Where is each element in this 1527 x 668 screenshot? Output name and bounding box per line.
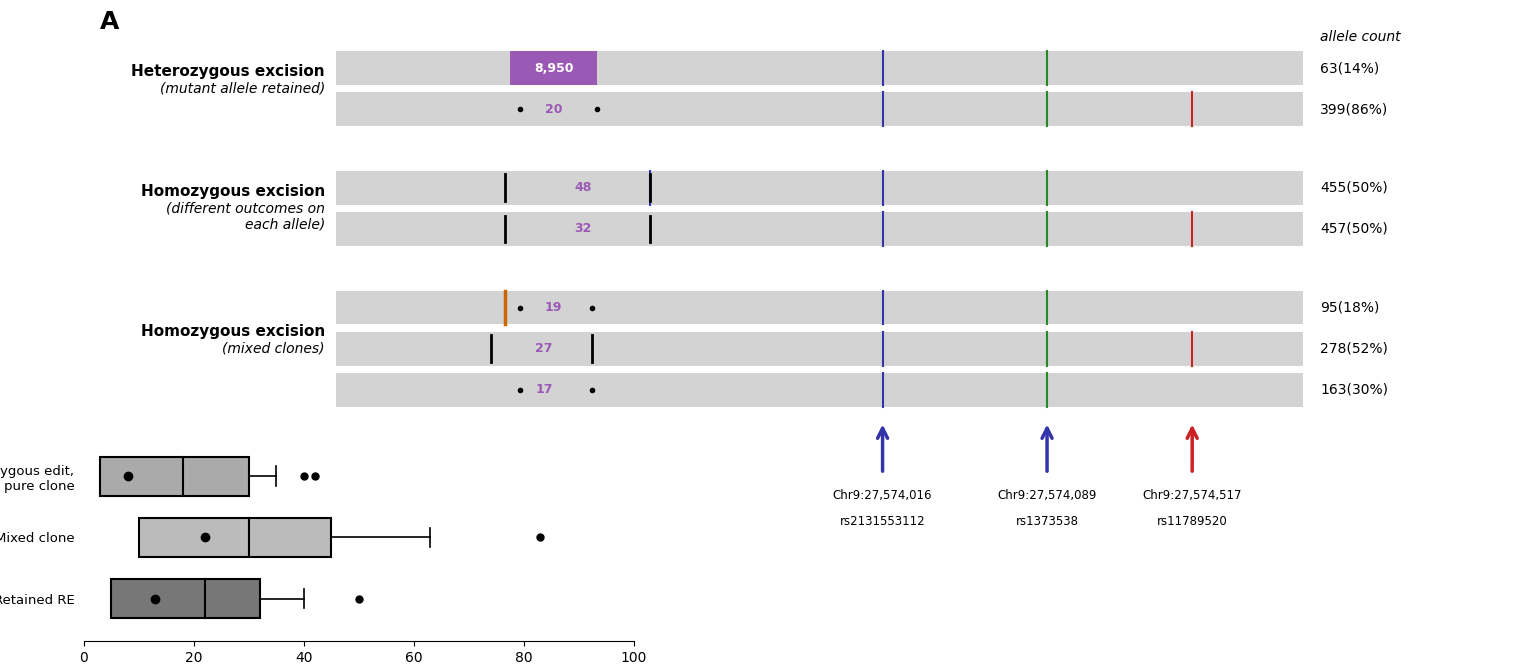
Bar <box>111 578 260 619</box>
Text: Heterozygous excision: Heterozygous excision <box>131 64 325 79</box>
Bar <box>336 332 1304 365</box>
Text: Chr9:27,574,016: Chr9:27,574,016 <box>832 489 933 502</box>
Text: (mixed clones): (mixed clones) <box>223 342 325 356</box>
Text: allele count: allele count <box>1319 30 1400 44</box>
Bar <box>505 291 1304 325</box>
Bar <box>336 92 1304 126</box>
Text: 399(86%): 399(86%) <box>1319 102 1388 116</box>
Text: 17: 17 <box>534 383 553 396</box>
Text: 278(52%): 278(52%) <box>1319 342 1388 355</box>
Bar <box>336 212 1304 246</box>
Text: A: A <box>99 10 119 34</box>
Bar <box>336 373 1304 407</box>
Bar <box>336 171 505 204</box>
Bar <box>139 518 331 557</box>
Text: 163(30%): 163(30%) <box>1319 383 1388 397</box>
Text: Homozygous excision: Homozygous excision <box>140 184 325 199</box>
Text: Homozygous excision: Homozygous excision <box>140 325 325 339</box>
Text: 8,950: 8,950 <box>534 61 573 75</box>
Text: 48: 48 <box>574 181 591 194</box>
Text: 32: 32 <box>574 222 591 236</box>
Text: 20: 20 <box>545 103 562 116</box>
Bar <box>505 171 1304 204</box>
Bar <box>510 51 597 85</box>
Bar <box>336 291 505 325</box>
Text: 19: 19 <box>545 301 562 314</box>
Text: 63(14%): 63(14%) <box>1319 61 1379 75</box>
Text: rs1373538: rs1373538 <box>1015 515 1078 528</box>
Text: rs2131553112: rs2131553112 <box>840 515 925 528</box>
Text: rs11789520: rs11789520 <box>1157 515 1228 528</box>
Text: (different outcomes on
each allele): (different outcomes on each allele) <box>166 202 325 232</box>
Bar <box>101 456 249 496</box>
Text: 95(18%): 95(18%) <box>1319 301 1379 315</box>
Text: Chr9:27,574,517: Chr9:27,574,517 <box>1142 489 1241 502</box>
Text: 455(50%): 455(50%) <box>1319 181 1388 195</box>
Text: 457(50%): 457(50%) <box>1319 222 1388 236</box>
Text: (mutant allele retained): (mutant allele retained) <box>160 82 325 96</box>
Bar <box>336 51 1304 85</box>
Text: 27: 27 <box>534 342 553 355</box>
Text: Chr9:27,574,089: Chr9:27,574,089 <box>997 489 1096 502</box>
